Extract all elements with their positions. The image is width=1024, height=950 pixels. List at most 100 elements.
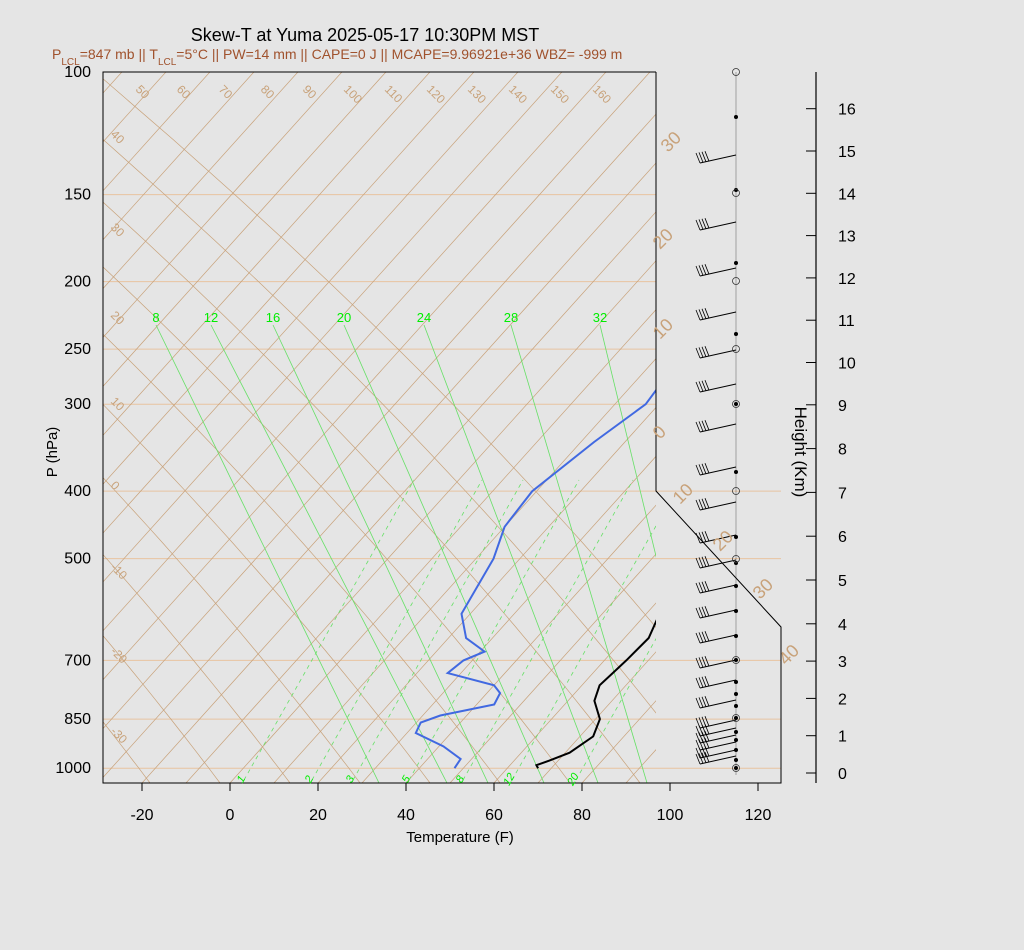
height-tick-label: 16 xyxy=(838,102,856,119)
height-tick-label: 6 xyxy=(838,529,847,546)
height-marker-dot xyxy=(734,704,738,708)
isotherm-line xyxy=(185,260,656,783)
wind-barb-feather xyxy=(695,677,701,689)
x-axis-label: Temperature (F) xyxy=(406,829,514,846)
height-marker-dot xyxy=(734,584,738,588)
isotherm-line xyxy=(317,406,656,783)
p-tick-label: 1000 xyxy=(55,760,91,777)
isotherm-line xyxy=(103,72,475,485)
mixing-ratio-line xyxy=(210,324,448,783)
height-tick-label: 11 xyxy=(838,313,855,330)
p-tick-label: 300 xyxy=(64,396,91,413)
height-tick-label: 3 xyxy=(838,654,847,671)
mixing-ratio-top-label: 32 xyxy=(593,310,607,325)
dry-adiabat-label: 30 xyxy=(657,128,685,156)
wind-barb-staff xyxy=(699,154,737,164)
isotherm-line xyxy=(273,358,656,783)
x-tick-label: 0 xyxy=(226,807,235,824)
wind-barb-feather xyxy=(695,725,701,737)
pressure-marker-ring xyxy=(732,555,740,563)
height-marker-dot xyxy=(734,748,738,752)
p-tick-label: 150 xyxy=(64,187,91,204)
dry-adiabat-line xyxy=(103,721,151,783)
wind-barb-feather xyxy=(695,381,701,393)
pressure-marker-ring xyxy=(732,189,740,197)
moist-adiabat-line xyxy=(511,525,656,781)
wind-barb-feather xyxy=(695,532,701,544)
wind-barb-feather xyxy=(704,731,710,742)
moist-adiabat-line xyxy=(575,638,656,781)
isotherm-line xyxy=(449,553,656,783)
p-tick-label: 850 xyxy=(64,711,91,728)
wind-barb-feather xyxy=(704,676,710,687)
wind-barb-feather xyxy=(698,464,704,475)
wind-barb-feather xyxy=(695,464,701,476)
mixing-ratio-top-label: 12 xyxy=(204,310,218,325)
pressure-marker-ring xyxy=(732,68,740,76)
wind-barb-feather xyxy=(701,656,707,667)
height-marker-dot xyxy=(734,738,738,742)
wind-barb-feather xyxy=(701,498,707,509)
wind-barb-staff xyxy=(699,267,737,277)
dewpoint-profile xyxy=(414,388,656,769)
isotherm-line xyxy=(103,72,563,583)
wind-barb-feather xyxy=(695,747,701,759)
subtitle-part-2: =5°C || PW=14 mm || CAPE=0 J || MCAPE=9.… xyxy=(176,46,622,62)
wind-barb-feather xyxy=(695,632,701,644)
dry-adiabat-label: 40 xyxy=(775,641,803,669)
mixing-ratio-line xyxy=(423,324,599,783)
isotherm-line xyxy=(0,72,78,783)
wind-barb-feather xyxy=(695,347,701,359)
wind-barb-feather xyxy=(698,309,704,320)
dry-adiabat-label: 10 xyxy=(669,480,697,508)
isotherm-line xyxy=(103,72,607,632)
wind-barb-feather xyxy=(695,421,701,433)
height-marker-dot xyxy=(734,561,738,565)
height-marker-dot xyxy=(734,716,738,720)
height-tick-label: 13 xyxy=(838,229,856,246)
wind-barb-staff xyxy=(699,659,737,669)
wind-barb-feather xyxy=(695,265,701,277)
wind-barb-feather xyxy=(704,380,710,391)
wind-barb-staff xyxy=(699,221,737,231)
wind-barb-feather xyxy=(698,532,704,543)
height-tick-label: 10 xyxy=(838,356,856,373)
wind-barb-staff xyxy=(699,501,737,511)
y-axis-label: P (hPa) xyxy=(44,427,61,478)
x-tick-label: 80 xyxy=(573,807,591,824)
wind-barb-feather xyxy=(701,218,707,229)
wind-barb-feather xyxy=(701,606,707,617)
height-tick-label: 7 xyxy=(838,485,847,502)
wind-barb-feather xyxy=(701,463,707,474)
wind-barb-feather xyxy=(701,696,707,707)
dry-adiabat-line xyxy=(103,201,641,783)
wind-barb-feather xyxy=(701,420,707,431)
isotherm-line xyxy=(103,162,656,778)
isotherm-line xyxy=(103,72,387,387)
wind-barb-feather xyxy=(695,607,701,619)
isotherm-line xyxy=(103,113,656,730)
isotherm-line xyxy=(103,72,299,290)
wind-barb-feather xyxy=(704,746,710,757)
height-marker-dot xyxy=(734,692,738,696)
isotherm-line xyxy=(0,72,34,783)
isotherm-line xyxy=(890,72,1024,783)
wind-barb-feather xyxy=(704,498,710,509)
wind-barb-staff xyxy=(699,584,737,594)
height-tick-label: 2 xyxy=(838,691,847,708)
height-marker-dot xyxy=(734,658,738,662)
wind-barb-feather xyxy=(701,731,707,742)
isotherm-line xyxy=(103,72,343,338)
pressure-marker-ring xyxy=(732,487,740,495)
height-axis-label: Height (Km) xyxy=(791,407,810,498)
wind-barb-feather xyxy=(701,581,707,592)
dry-adiabat-line xyxy=(0,72,80,783)
isotherm-line xyxy=(978,72,1024,783)
wind-barb-staff xyxy=(699,349,737,359)
wind-barb-feather xyxy=(701,752,707,763)
isotherm-line xyxy=(141,211,656,783)
chart-title: Skew-T at Yuma 2025-05-17 10:30PM MST xyxy=(191,25,540,45)
dry-adiabat-line xyxy=(103,138,656,714)
wind-barb-feather xyxy=(698,582,704,593)
height-marker-dot xyxy=(734,680,738,684)
